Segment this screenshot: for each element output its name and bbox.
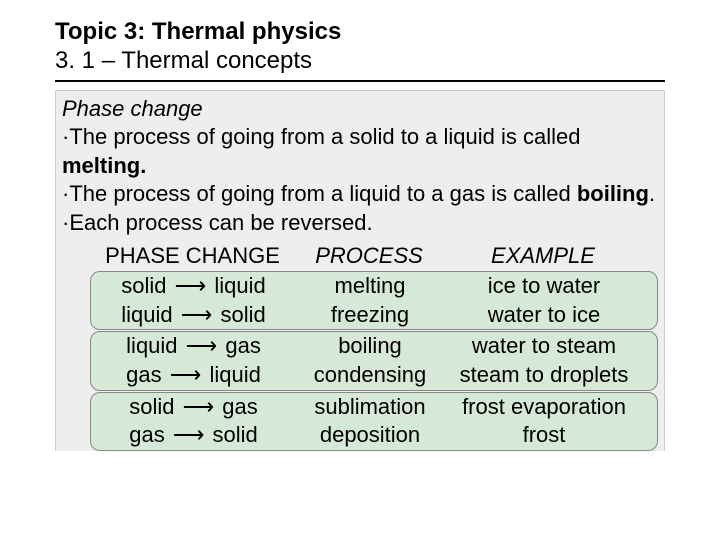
table-row: solid ⟶ gas sublimation frost evaporatio… (91, 393, 657, 422)
content-box: Phase change ·The process of going from … (55, 90, 665, 451)
cell-process: sublimation (296, 393, 444, 422)
topic-subtitle: 3. 1 – Thermal concepts (55, 47, 665, 82)
slide: Topic 3: Thermal physics 3. 1 – Thermal … (0, 0, 720, 451)
bullet-bold: boiling (577, 181, 649, 206)
table-header-row: PHASE CHANGE PROCESS EXAMPLE (90, 242, 658, 271)
right-arrow-icon: ⟶ (179, 301, 215, 330)
group-3: solid ⟶ gas sublimation frost evaporatio… (90, 392, 658, 451)
bullet-3: ·Each process can be reversed. (62, 209, 658, 238)
group-2: liquid ⟶ gas boiling water to steam gas … (90, 331, 658, 390)
cell-phase: liquid ⟶ solid (91, 301, 296, 330)
bullet-text: Each process can be reversed. (69, 210, 372, 235)
cell-phase: solid ⟶ liquid (91, 272, 296, 301)
right-arrow-icon: ⟶ (171, 421, 207, 450)
cell-example: ice to water (444, 272, 644, 301)
cell-process: deposition (296, 421, 444, 450)
cell-process: freezing (296, 301, 444, 330)
cell-example: steam to droplets (444, 361, 644, 390)
header-phase-change: PHASE CHANGE (90, 242, 295, 271)
bullet-1: ·The process of going from a solid to a … (62, 123, 658, 180)
bullet-2: ·The process of going from a liquid to a… (62, 180, 658, 209)
header-example: EXAMPLE (443, 242, 643, 271)
cell-phase: solid ⟶ gas (91, 393, 296, 422)
bullet-text: The process of going from a solid to a l… (69, 124, 580, 149)
right-arrow-icon: ⟶ (181, 393, 217, 422)
right-arrow-icon: ⟶ (168, 361, 204, 390)
right-arrow-icon: ⟶ (184, 332, 220, 361)
table-row: solid ⟶ liquid melting ice to water (91, 272, 657, 301)
cell-phase: gas ⟶ liquid (91, 361, 296, 390)
bullet-text: The process of going from a liquid to a … (69, 181, 577, 206)
cell-example: frost evaporation (444, 393, 644, 422)
table-row: liquid ⟶ solid freezing water to ice (91, 301, 657, 330)
cell-process: melting (296, 272, 444, 301)
cell-example: water to ice (444, 301, 644, 330)
right-arrow-icon: ⟶ (173, 272, 209, 301)
table-row: gas ⟶ solid deposition frost (91, 421, 657, 450)
phase-table: PHASE CHANGE PROCESS EXAMPLE solid ⟶ liq… (90, 242, 658, 451)
group-1: solid ⟶ liquid melting ice to water liqu… (90, 271, 658, 330)
topic-title: Topic 3: Thermal physics (55, 18, 665, 47)
cell-example: frost (444, 421, 644, 450)
cell-phase: gas ⟶ solid (91, 421, 296, 450)
cell-example: water to steam (444, 332, 644, 361)
section-heading: Phase change (62, 95, 658, 124)
bullet-bold: melting. (62, 153, 146, 178)
table-row: liquid ⟶ gas boiling water to steam (91, 332, 657, 361)
cell-phase: liquid ⟶ gas (91, 332, 296, 361)
table-row: gas ⟶ liquid condensing steam to droplet… (91, 361, 657, 390)
cell-process: boiling (296, 332, 444, 361)
header-process: PROCESS (295, 242, 443, 271)
cell-process: condensing (296, 361, 444, 390)
